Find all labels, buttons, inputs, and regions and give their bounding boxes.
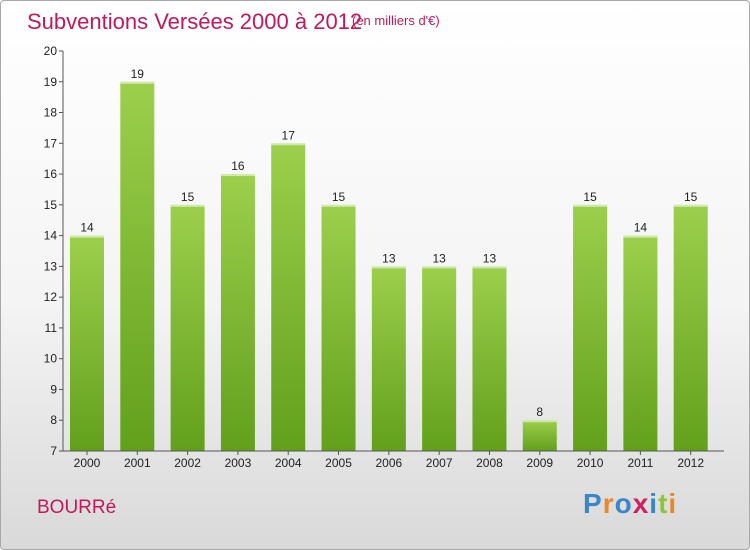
bar [573,204,608,451]
bar [371,266,406,451]
data-label: 15 [332,190,346,204]
y-tick-label: 18 [44,106,58,120]
bar [522,420,557,451]
data-label: 15 [583,190,597,204]
data-label: 19 [131,67,145,81]
x-tick-label: 2003 [225,456,252,470]
bar [321,204,356,451]
y-tick-label: 8 [50,413,57,427]
bar [271,143,306,452]
bar-highlight [70,235,104,238]
x-tick-label: 2002 [174,456,201,470]
place-name: BOURRé [37,497,117,518]
bar [673,204,708,451]
y-tick-label: 13 [44,259,58,273]
data-label: 13 [432,251,446,265]
y-tick-label: 7 [50,444,57,458]
y-tick-label: 14 [44,229,58,243]
bar-highlight [522,420,557,423]
data-label: 14 [634,221,648,235]
x-tick-label: 2004 [275,456,302,470]
data-label: 17 [282,128,296,142]
bar [170,204,205,451]
chart-title: Subventions Versées 2000 à 2012 [27,9,363,34]
y-tick-label: 16 [44,167,58,181]
x-tick-label: 2007 [426,456,453,470]
data-label: 15 [684,190,698,204]
data-label: 15 [181,190,195,204]
bar-highlight [220,174,255,177]
y-tick-label: 11 [45,321,58,335]
bar-highlight [472,266,507,269]
y-tick-label: 17 [44,136,58,150]
x-tick-label: 2012 [677,456,704,470]
y-tick-label: 20 [44,44,58,58]
bar-highlight [321,204,356,207]
x-tick-label: 2008 [476,456,503,470]
bar [120,81,155,452]
y-tick-label: 10 [44,352,58,366]
bar-highlight [170,204,205,207]
bar-highlight [573,204,608,207]
bar-highlight [673,204,708,207]
y-tick-label: 12 [44,290,58,304]
bar [472,266,507,451]
y-tick-label: 15 [44,198,58,212]
bar-highlight [623,235,658,238]
x-tick-label: 2011 [627,456,653,470]
data-label: 14 [80,221,94,235]
y-tick-label: 19 [44,75,58,89]
bar-highlight [271,143,306,146]
y-tick-label: 9 [50,382,57,396]
x-tick-label: 2010 [577,456,604,470]
chart-unit: (en milliers d'€) [352,13,440,28]
proxiti-logo: Proxiti [583,488,678,519]
bar [220,174,255,452]
x-tick-label: 2005 [325,456,352,470]
x-tick-label: 2001 [124,456,151,470]
x-tick-label: 2000 [74,456,101,470]
bar-highlight [371,266,406,269]
bar [422,266,457,451]
x-tick-label: 2009 [526,456,553,470]
bar-highlight [120,81,155,84]
x-tick-label: 2006 [375,456,402,470]
data-label: 16 [231,159,245,173]
data-label: 8 [536,405,543,419]
bar-highlight [422,266,457,269]
data-label: 13 [483,251,497,265]
bar [70,235,104,451]
bar [623,235,658,451]
data-label: 13 [382,251,396,265]
